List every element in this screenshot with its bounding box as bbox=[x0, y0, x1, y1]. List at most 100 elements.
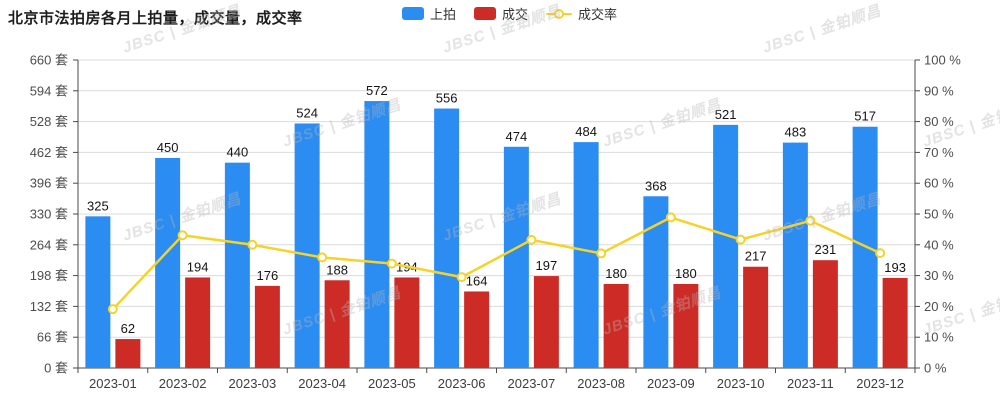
bar-sold-value-label: 62 bbox=[121, 321, 135, 336]
x-axis-label: 2023-12 bbox=[856, 376, 904, 391]
legend-item-listed[interactable]: 上拍 bbox=[402, 4, 456, 23]
right-axis-tick-label: 30 % bbox=[924, 268, 954, 283]
right-axis-tick-label: 90 % bbox=[924, 83, 954, 98]
chart-header: 北京市法拍房各月上拍量，成交量，成交率 上拍 成交 成交率 bbox=[0, 0, 1000, 34]
bar-sold-value-label: 194 bbox=[187, 259, 209, 274]
x-axis-label: 2023-06 bbox=[438, 376, 486, 391]
x-axis-label: 2023-11 bbox=[787, 376, 834, 391]
chart-title: 北京市法拍房各月上拍量，成交量，成交率 bbox=[8, 9, 303, 27]
bar-sold-2023-02 bbox=[185, 277, 211, 368]
bar-listed-2023-01 bbox=[85, 216, 111, 368]
bar-listed-value-label: 325 bbox=[87, 198, 109, 213]
right-axis-tick-label: 0 % bbox=[924, 361, 947, 376]
bar-sold-2023-11 bbox=[812, 260, 838, 368]
rate-point-2023-03 bbox=[247, 239, 258, 250]
bar-listed-value-label: 521 bbox=[715, 107, 737, 122]
bar-listed-value-label: 556 bbox=[436, 91, 458, 106]
legend-bar-swatch-icon bbox=[474, 7, 497, 20]
bar-listed-2023-08 bbox=[573, 142, 599, 368]
x-axis-label: 2023-01 bbox=[89, 376, 137, 391]
bar-sold-value-label: 164 bbox=[466, 273, 488, 288]
rate-point-2023-02 bbox=[177, 230, 188, 241]
bar-listed-2023-05 bbox=[364, 101, 390, 369]
bar-listed-2023-07 bbox=[503, 146, 529, 368]
x-axis-label: 2023-05 bbox=[368, 376, 416, 391]
right-axis-tick-label: 100 % bbox=[924, 53, 961, 68]
bar-sold-2023-03 bbox=[254, 285, 280, 368]
bar-sold-value-label: 197 bbox=[536, 258, 558, 273]
rate-point-2023-07 bbox=[526, 234, 537, 245]
rate-point-2023-06 bbox=[456, 272, 467, 283]
bar-sold-value-label: 180 bbox=[675, 266, 697, 281]
bar-listed-value-label: 572 bbox=[366, 83, 388, 98]
bar-listed-value-label: 368 bbox=[645, 178, 667, 193]
rate-point-2023-01 bbox=[107, 304, 118, 315]
bar-listed-2023-10 bbox=[713, 124, 739, 368]
legend: 上拍 成交 成交率 bbox=[402, 4, 617, 23]
bar-sold-2023-12 bbox=[882, 277, 908, 368]
x-axis-label: 2023-07 bbox=[508, 376, 556, 391]
left-axis-tick-label: 396 套 bbox=[30, 176, 68, 191]
x-axis-label: 2023-09 bbox=[647, 376, 695, 391]
rate-point-2023-05 bbox=[386, 258, 397, 269]
bar-sold-value-label: 193 bbox=[884, 260, 906, 275]
bar-listed-value-label: 450 bbox=[157, 140, 179, 155]
bar-listed-2023-03 bbox=[224, 162, 250, 368]
right-axis-tick-label: 20 % bbox=[924, 299, 954, 314]
right-axis-tick-label: 10 % bbox=[924, 330, 954, 345]
x-axis-label: 2023-04 bbox=[298, 376, 346, 391]
legend-line-marker-icon bbox=[546, 7, 573, 20]
bar-listed-value-label: 440 bbox=[227, 145, 249, 160]
legend-label: 上拍 bbox=[430, 7, 457, 22]
left-axis-tick-label: 594 套 bbox=[30, 83, 68, 98]
left-axis-tick-label: 264 套 bbox=[30, 237, 68, 252]
rate-point-2023-08 bbox=[596, 248, 607, 259]
bar-sold-2023-07 bbox=[533, 276, 559, 368]
legend-item-sold[interactable]: 成交 bbox=[474, 4, 528, 23]
legend-label: 成交 bbox=[502, 7, 529, 22]
bar-listed-value-label: 483 bbox=[785, 125, 807, 140]
rate-point-2023-04 bbox=[317, 252, 328, 263]
left-axis-tick-label: 66 套 bbox=[37, 330, 68, 345]
bar-sold-value-label: 188 bbox=[326, 262, 348, 277]
bar-listed-2023-02 bbox=[155, 158, 181, 368]
bar-listed-2023-11 bbox=[782, 142, 808, 368]
bar-listed-value-label: 524 bbox=[296, 105, 318, 120]
bar-sold-2023-05 bbox=[394, 277, 420, 368]
bar-sold-value-label: 176 bbox=[257, 268, 279, 283]
rate-line bbox=[111, 216, 882, 311]
bar-sold-value-label: 231 bbox=[815, 242, 837, 257]
rate-point-2023-09 bbox=[665, 212, 676, 223]
left-axis-tick-label: 198 套 bbox=[30, 268, 68, 283]
right-axis-tick-label: 50 % bbox=[924, 207, 954, 222]
legend-bar-swatch-icon bbox=[402, 7, 424, 20]
bar-sold-2023-06 bbox=[464, 291, 490, 368]
legend-item-rate[interactable]: 成交率 bbox=[546, 4, 617, 23]
bar-listed-2023-06 bbox=[434, 108, 460, 369]
right-axis-tick-label: 60 % bbox=[924, 176, 954, 191]
bar-sold-2023-04 bbox=[324, 280, 350, 368]
left-axis-tick-label: 132 套 bbox=[30, 299, 68, 314]
right-axis-tick-label: 70 % bbox=[924, 145, 954, 160]
rate-point-2023-12 bbox=[875, 248, 886, 259]
left-axis-tick-label: 462 套 bbox=[30, 145, 68, 160]
bar-listed-2023-09 bbox=[643, 196, 669, 368]
x-axis-label: 2023-03 bbox=[229, 376, 277, 391]
bar-sold-value-label: 217 bbox=[745, 249, 767, 264]
bar-sold-2023-09 bbox=[673, 284, 699, 368]
bar-sold-2023-01 bbox=[115, 339, 141, 368]
bar-sold-2023-08 bbox=[603, 284, 629, 368]
bar-listed-value-label: 484 bbox=[575, 124, 597, 139]
bar-listed-2023-04 bbox=[294, 123, 320, 368]
left-axis-tick-label: 660 套 bbox=[30, 53, 68, 68]
left-axis-tick-label: 330 套 bbox=[30, 207, 68, 222]
x-axis-label: 2023-10 bbox=[717, 376, 765, 391]
right-axis-tick-label: 80 % bbox=[924, 114, 954, 129]
bar-sold-value-label: 180 bbox=[605, 266, 627, 281]
bar-sold-2023-10 bbox=[743, 266, 769, 368]
right-axis-tick-label: 40 % bbox=[924, 237, 954, 252]
x-axis-label: 2023-02 bbox=[159, 376, 207, 391]
left-axis-tick-label: 528 套 bbox=[30, 114, 68, 129]
